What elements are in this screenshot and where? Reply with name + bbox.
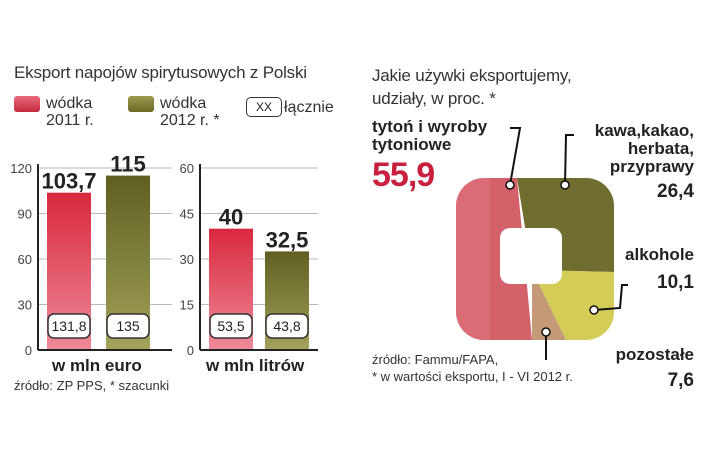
leader-coffee — [564, 134, 574, 186]
total-label-1-0: 53,5 — [217, 318, 244, 334]
total-box-0-1 — [106, 313, 150, 339]
right-source-line2: * w wartości eksportu, I - VI 2012 r. — [372, 369, 573, 384]
total-label-1-1: 43,8 — [273, 318, 300, 334]
total-label-0-0: 131,8 — [51, 318, 86, 334]
legend-swatch-2011 — [14, 96, 40, 112]
y-tick-1-3: 45 — [180, 207, 194, 222]
slice-other — [532, 270, 566, 340]
left-source: źródło: ZP PPS, * szacunki — [14, 378, 170, 393]
slice-highlight — [456, 178, 490, 340]
y-tick-1-2: 30 — [180, 252, 194, 267]
bar-label-1-1: 32,5 — [266, 227, 309, 252]
slice-value-other: 7,6 — [667, 370, 694, 391]
slice-alcohol — [532, 270, 614, 340]
legend-2011-line1: wódka — [46, 95, 93, 112]
leader-alcohol — [593, 284, 628, 311]
slice-label-alcohol: alkohole — [625, 245, 694, 264]
legend-swatch-2012 — [128, 96, 154, 112]
bar-label-0-0: 103,7 — [41, 169, 96, 194]
legend-total-box: XX — [246, 97, 282, 117]
marker-other — [541, 327, 551, 337]
bar-chart-2-xlabel: w mln litrów — [206, 356, 305, 375]
total-label-0-1: 135 — [116, 318, 140, 334]
share-chart — [456, 127, 628, 360]
slice-label-tobacco-line2: tytoniowe — [372, 135, 452, 154]
right-source-line1: źródło: Fammu/FAPA, — [372, 352, 499, 367]
bar-label-1-0: 40 — [219, 205, 243, 230]
y-tick-1-1: 15 — [180, 298, 194, 313]
bar-label-0-1: 115 — [110, 152, 146, 177]
legend-2011-line2: 2011 r. — [46, 112, 94, 129]
slice-label-coffee: kawa,kakao, herbata, przyprawy — [595, 122, 694, 176]
y-tick-0-1: 30 — [18, 298, 32, 313]
bar-chart-1-xlabel: w mln euro — [52, 356, 142, 375]
leader-tobacco — [509, 127, 522, 186]
left-chart-title: Eksport napojów spirytusowych z Polski — [14, 63, 307, 82]
y-tick-1-0: 0 — [187, 343, 194, 358]
legend-2012: wódka 2012 r. * — [160, 95, 220, 129]
slice-value-tobacco: 55,9 — [372, 156, 435, 194]
marker-alcohol — [589, 305, 599, 315]
y-tick-0-0: 0 — [25, 343, 32, 358]
center-hole — [500, 228, 562, 284]
y-tick-0-3: 90 — [18, 207, 32, 222]
slice-label-coffee-line2: herbata, — [627, 139, 694, 158]
y-tick-1-4: 60 — [180, 161, 194, 176]
marker-coffee — [560, 180, 570, 190]
total-box-1-0 — [209, 313, 253, 339]
right-title-line1: Jakie używki eksportujemy, — [372, 66, 572, 85]
marker-tobacco — [505, 180, 515, 190]
slice-tobacco — [456, 178, 532, 340]
right-title-line2: udziały, w proc. * — [372, 89, 496, 108]
slice-label-coffee-line3: przyprawy — [609, 157, 694, 176]
legend-total-label: łącznie — [284, 99, 334, 116]
legend-2012-line1: wódka — [160, 95, 207, 112]
total-box-1-1 — [265, 313, 309, 339]
total-box-0-0 — [47, 313, 91, 339]
slice-label-tobacco-line1: tytoń i wyroby — [372, 117, 488, 136]
y-tick-0-4: 120 — [10, 161, 32, 176]
slice-label-other: pozostałe — [615, 345, 694, 364]
legend-2012-line2: 2012 r. * — [160, 112, 220, 129]
slice-label-coffee-line1: kawa,kakao, — [594, 121, 694, 140]
slice-value-coffee: 26,4 — [657, 181, 694, 202]
slice-label-tobacco: tytoń i wyroby tytoniowe — [372, 118, 487, 154]
slice-value-alcohol: 10,1 — [657, 272, 694, 293]
legend-2011: wódka 2011 r. — [46, 95, 94, 129]
bar-charts: 0 30 60 90 120 103,7 131,8 115 135 0 15 30 45 60 40 53,… — [10, 152, 318, 358]
y-tick-0-2: 60 — [18, 252, 32, 267]
